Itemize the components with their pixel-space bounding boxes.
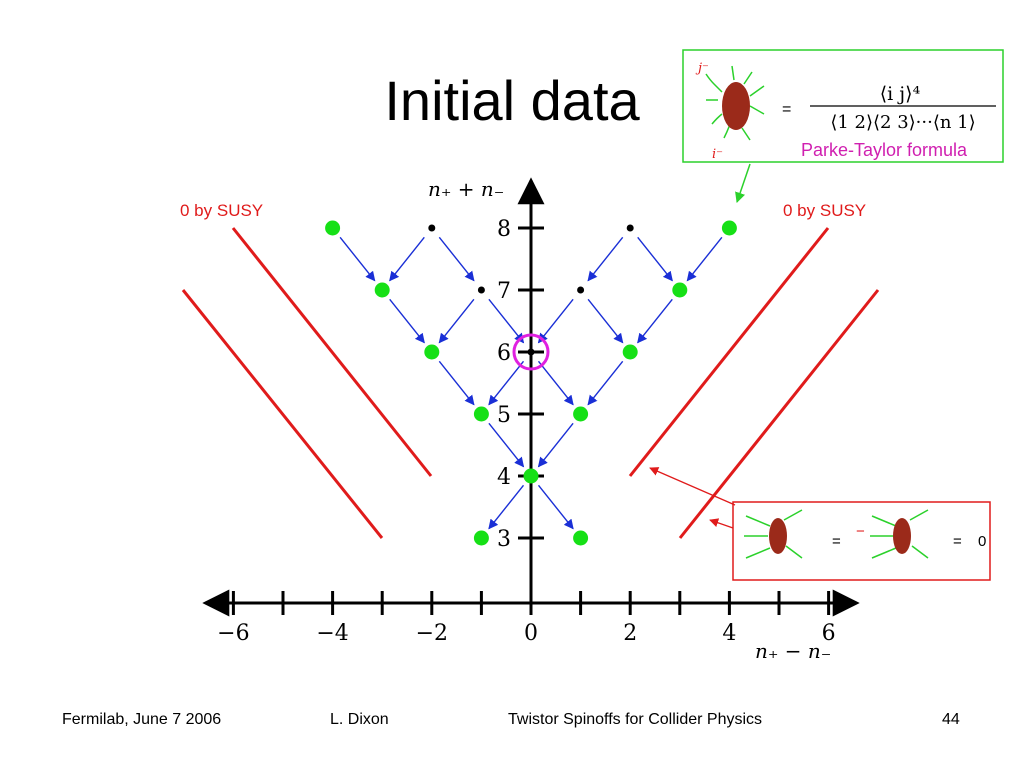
ticks: −6 −4 −2 0 2 4 6 8 7 6 5 4 3 xyxy=(217,217,835,646)
flow-arrow xyxy=(488,422,525,468)
flow-arrow xyxy=(537,360,574,406)
susy-lines xyxy=(181,227,880,539)
annotation: 0 by SUSY xyxy=(783,201,866,220)
zero-dot xyxy=(626,224,634,232)
equals: = xyxy=(782,101,791,118)
x-axis-label: n₊ − n₋ xyxy=(755,639,831,663)
flow-arrow xyxy=(587,298,624,344)
flow-arrow xyxy=(637,298,673,344)
zero-dot xyxy=(477,286,485,294)
formula-numerator: ⟨i j⟩⁴ xyxy=(880,83,921,105)
annotation: 0 by SUSY xyxy=(180,201,263,220)
x-tick-label: 4 xyxy=(722,621,736,646)
caption: Parke-Taylor formula xyxy=(801,140,968,160)
amplitude-dot xyxy=(473,406,489,422)
amplitude-blob xyxy=(893,518,911,554)
x-tick-label: 2 xyxy=(623,621,637,646)
flow-arrow xyxy=(587,236,624,282)
flow-arrow xyxy=(488,360,525,406)
amplitude-dot xyxy=(721,220,737,236)
gluons xyxy=(744,509,929,559)
y-tick-label: 8 xyxy=(497,217,511,242)
x-tick-label: −6 xyxy=(217,621,249,646)
footer-author: L. Dixon xyxy=(330,711,389,728)
equals: = xyxy=(953,533,962,550)
amplitude-dot xyxy=(672,282,688,298)
flow-arrow xyxy=(537,298,574,344)
amplitude-dot xyxy=(424,344,440,360)
formula-denominator: ⟨1 2⟩⟨2 3⟩···⟨n 1⟩ xyxy=(830,112,975,133)
sign: − xyxy=(856,523,865,540)
flow-arrow xyxy=(686,236,723,282)
amplitude-dot xyxy=(622,344,638,360)
footer-page: 44 xyxy=(942,711,960,728)
flow-arrow xyxy=(339,236,376,282)
equals: = xyxy=(832,533,841,550)
amplitude-dot xyxy=(523,468,539,484)
y-tick-label: 5 xyxy=(497,403,511,428)
footer-talk: Twistor Spinoffs for Collider Physics xyxy=(508,711,762,728)
amplitude-blob xyxy=(769,518,787,554)
amplitude-dot xyxy=(374,282,390,298)
amplitude-dot xyxy=(473,530,489,546)
gluons xyxy=(705,65,765,141)
highlight-circle xyxy=(512,333,550,371)
flow-arrow xyxy=(389,236,425,282)
amplitude-blob xyxy=(722,82,750,130)
flow-arrow xyxy=(587,360,624,406)
y-tick-label: 4 xyxy=(497,465,511,490)
footer-venue: Fermilab, June 7 2006 xyxy=(62,711,221,728)
x-tick-label: 0 xyxy=(524,621,538,646)
arrows xyxy=(339,236,723,530)
flow-arrow xyxy=(537,422,574,468)
amplitude-dot xyxy=(325,220,341,236)
flow-arrow xyxy=(389,298,425,344)
parke-taylor-box xyxy=(682,49,1004,163)
y-axis-label: n₊ + n₋ xyxy=(428,177,504,201)
x-tick-label: −2 xyxy=(416,621,448,646)
flow-arrow xyxy=(488,298,525,344)
zero: 0 xyxy=(978,533,986,550)
flow-arrow xyxy=(438,298,475,344)
x-tick-label: −4 xyxy=(316,621,348,646)
pointer-arrow xyxy=(735,163,751,203)
y-tick-label: 3 xyxy=(497,527,511,552)
slide-title: Initial data xyxy=(384,69,640,132)
susy-box xyxy=(732,501,991,581)
amplitude-dot xyxy=(573,530,589,546)
label: i⁻ xyxy=(712,147,723,162)
x-tick-label: 6 xyxy=(822,621,836,646)
flow-arrow xyxy=(438,360,475,406)
flow-arrow xyxy=(488,484,525,530)
zero-dot xyxy=(577,286,585,294)
zero-dot xyxy=(428,224,436,232)
flow-arrow xyxy=(637,236,673,282)
y-tick-label: 6 xyxy=(497,341,511,366)
label: j⁻ xyxy=(695,61,709,76)
zero-dot xyxy=(527,348,535,356)
pointer-arrow xyxy=(709,518,734,529)
pointer-arrow xyxy=(649,467,736,506)
flow-arrow xyxy=(537,484,574,530)
dots xyxy=(325,220,737,546)
flow-arrow xyxy=(438,236,475,282)
amplitude-dot xyxy=(573,406,589,422)
y-tick-label: 7 xyxy=(497,279,511,304)
